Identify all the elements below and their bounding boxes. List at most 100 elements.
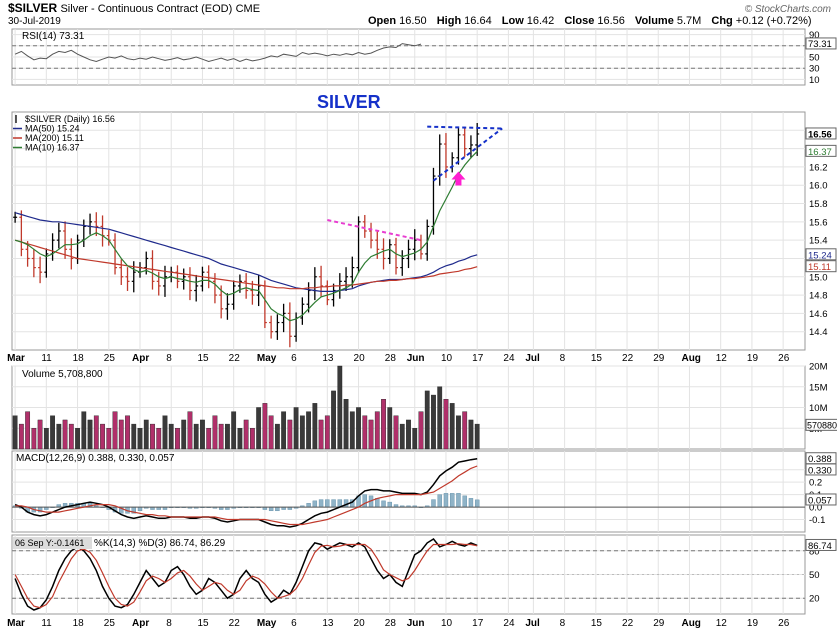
volume-bar xyxy=(225,423,230,450)
macd-histogram-bar xyxy=(381,500,386,508)
volume-bar xyxy=(424,390,430,450)
volume-bar xyxy=(418,411,424,450)
legend-entry: $SILVER (Daily) 16.56 xyxy=(25,114,115,124)
x-tick-label: Aug xyxy=(681,618,700,629)
stoch-last-label: 86.74 xyxy=(808,541,832,552)
legend-entry: MA(50) 15.24 xyxy=(25,124,80,134)
volume-bar xyxy=(343,399,349,450)
panel-price xyxy=(11,111,806,351)
x-tick-label: 20 xyxy=(354,353,366,364)
x-tick-label: 28 xyxy=(385,353,397,364)
x-tick-label: 15 xyxy=(197,353,209,364)
x-tick-label: 20 xyxy=(354,618,366,629)
price-last-label: 15.24 xyxy=(808,250,832,261)
y-tick-label: 15M xyxy=(809,382,828,393)
x-tick-label: 24 xyxy=(503,353,515,364)
x-tick-label: 11 xyxy=(41,618,52,629)
macd-histogram-bar xyxy=(462,495,467,508)
y-tick-label: 16.2 xyxy=(809,162,828,173)
volume-bar xyxy=(406,419,411,450)
macd-histogram-bar xyxy=(437,494,442,508)
y-tick-label: 50 xyxy=(809,53,820,64)
x-tick-label: May xyxy=(257,353,277,364)
volume-bar xyxy=(118,419,124,450)
volume-bar xyxy=(137,428,143,450)
y-tick-label: 10M xyxy=(809,403,828,414)
x-tick-label: Apr xyxy=(132,353,149,364)
volume-bar xyxy=(50,415,55,450)
volume-bar xyxy=(125,415,130,450)
volume-last-box xyxy=(805,418,837,431)
volume-bar xyxy=(368,419,374,450)
x-tick-label: Jul xyxy=(525,353,540,364)
open-value: 16.50 xyxy=(399,15,427,27)
volume-bar xyxy=(12,415,18,450)
x-tick-label: 18 xyxy=(73,618,85,629)
macd-histogram-bar xyxy=(312,500,318,508)
x-tick-label: Jul xyxy=(525,618,540,629)
macd-histogram-bar xyxy=(375,498,380,508)
x-tick-label: 15 xyxy=(197,618,209,629)
up-arrow-icon xyxy=(451,171,466,186)
volume-bar xyxy=(62,419,68,450)
volume-bar xyxy=(324,415,330,450)
volume-bar xyxy=(437,386,443,450)
price-last-box xyxy=(805,127,837,140)
volume-bar xyxy=(462,411,468,450)
x-tick-label: 8 xyxy=(560,353,566,364)
volume-last-label: 5708800 xyxy=(807,420,837,430)
x-tick-label: 25 xyxy=(104,618,116,629)
credit: © StockCharts.com xyxy=(744,4,831,15)
volume-bar xyxy=(193,423,199,450)
ohlc-summary: Open 16.50 High 16.64 Low 16.42 Close 16.56 … xyxy=(368,15,819,27)
volume-bar xyxy=(206,428,212,450)
price-last-box xyxy=(805,144,837,157)
x-tick-label: 10 xyxy=(441,353,453,364)
macd-histogram-bar xyxy=(325,499,330,508)
pink-trendline xyxy=(327,219,422,242)
chg-label: Chg xyxy=(711,15,733,27)
volume-bar xyxy=(274,423,280,450)
y-tick-label: 15.6 xyxy=(809,217,828,228)
y-tick-label: 90 xyxy=(809,30,820,41)
triangle-top-line xyxy=(427,125,503,130)
volume-bar xyxy=(25,411,31,450)
low-label: Low xyxy=(501,15,524,27)
macd-signal-line xyxy=(15,465,478,526)
volume-bar xyxy=(281,411,287,450)
volume-bar xyxy=(393,415,399,450)
volume-bar xyxy=(43,428,49,450)
macd-histogram-bar xyxy=(443,493,449,508)
triangle-bottom-line xyxy=(432,127,503,182)
y-tick-label: 15.0 xyxy=(809,272,828,283)
exchange: CME xyxy=(235,3,261,15)
volume-bar xyxy=(81,411,87,450)
macd-histogram-bar xyxy=(468,498,474,508)
stoch-d-line xyxy=(14,543,478,609)
volume-bar xyxy=(474,423,480,450)
volume-bar xyxy=(237,428,243,450)
legend-entry: MA(10) 16.37 xyxy=(25,143,80,153)
volume-bar xyxy=(362,415,368,450)
volume-bar xyxy=(293,407,299,450)
stoch-k-line xyxy=(14,538,478,611)
volume-bar xyxy=(18,423,24,450)
volume-bar xyxy=(231,411,237,450)
macd-histogram-bar xyxy=(474,499,480,508)
volume-bar xyxy=(312,403,318,450)
y-tick-label: 0.2 xyxy=(809,478,822,489)
macd-last-label: 0.057 xyxy=(808,495,832,506)
x-tick-label: 25 xyxy=(104,353,116,364)
volume-bar xyxy=(112,411,118,450)
macd-histogram-bar xyxy=(268,506,274,512)
x-tick-label: 8 xyxy=(166,353,172,364)
volume-bar xyxy=(412,428,418,450)
x-tick-label: 17 xyxy=(472,618,484,629)
x-tick-label: May xyxy=(257,618,277,629)
volume-value: 5.7M xyxy=(676,15,702,27)
volume-bar xyxy=(256,407,262,450)
low-value: 16.42 xyxy=(526,15,555,27)
macd-histogram-bar xyxy=(450,493,455,508)
macd-last-box xyxy=(805,493,837,506)
volume-bar xyxy=(175,428,180,450)
